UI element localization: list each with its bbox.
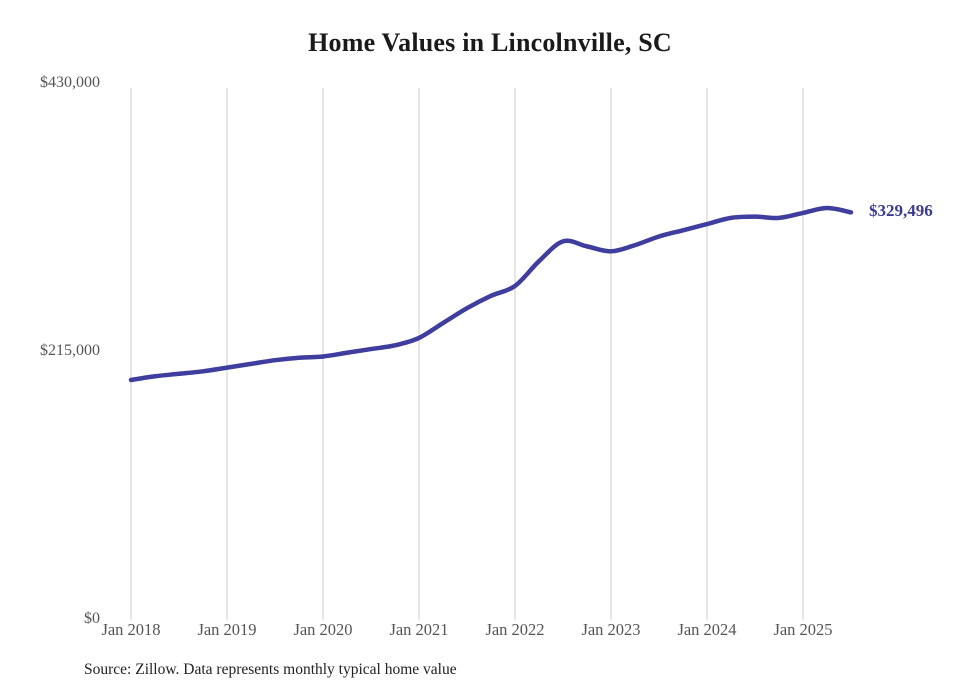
chart-title: Home Values in Lincolnville, SC — [308, 28, 672, 57]
x-axis-tick-label-jan-2024: Jan 2024 — [677, 620, 737, 639]
source-note: Source: Zillow. Data represents monthly … — [84, 661, 457, 678]
data-series-line — [128, 205, 854, 383]
x-axis-tick-label-jan-2021: Jan 2021 — [389, 620, 449, 639]
x-axis-tick-label-jan-2023: Jan 2023 — [581, 620, 641, 639]
x-axis-tick-label-jan-2025: Jan 2025 — [773, 620, 833, 639]
vertical-gridlines — [130, 88, 804, 620]
y-axis-tick-label-bottom: $0 — [84, 610, 100, 627]
x-axis-tick-label-jan-2022: Jan 2022 — [485, 620, 545, 639]
end-value-annotation: $329,496 — [869, 201, 933, 221]
y-axis-tick-label-middle: $215,000 — [40, 342, 100, 359]
x-axis-tick-label-jan-2019: Jan 2019 — [197, 620, 257, 639]
x-axis-tick-label-jan-2020: Jan 2020 — [293, 620, 353, 639]
x-axis-tick-label-jan-2018: Jan 2018 — [101, 620, 161, 639]
y-axis-tick-label-top: $430,000 — [40, 74, 100, 91]
